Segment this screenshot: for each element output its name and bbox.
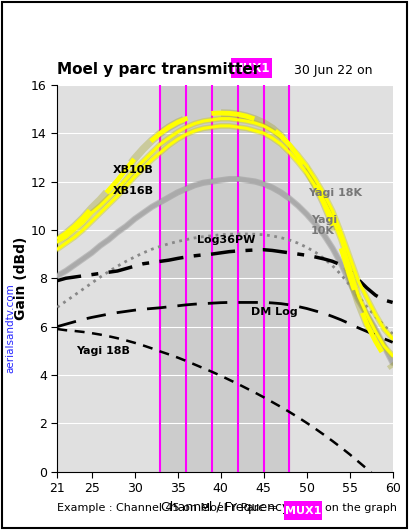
FancyBboxPatch shape [227, 57, 276, 80]
X-axis label: Channel / Frequency: Channel / Frequency [161, 501, 289, 514]
Text: XB16B: XB16B [113, 186, 154, 196]
Text: MUX1: MUX1 [285, 506, 321, 516]
Text: on the graph: on the graph [325, 503, 397, 513]
Text: Yagi
10K: Yagi 10K [311, 215, 337, 235]
Text: MUX1: MUX1 [232, 62, 271, 75]
Y-axis label: Gain (dBd): Gain (dBd) [14, 236, 28, 320]
Text: aerialsandtv.com: aerialsandtv.com [5, 284, 15, 374]
Text: Moel y parc transmitter: Moel y parc transmitter [57, 62, 261, 77]
Text: Log36PW: Log36PW [197, 235, 255, 245]
Text: Yagi 18K: Yagi 18K [308, 188, 362, 198]
Text: Example : Channel 45 on Moel Y Parc =: Example : Channel 45 on Moel Y Parc = [57, 503, 277, 513]
Text: Yagi 18B: Yagi 18B [76, 347, 130, 356]
Text: 30 Jun 22 on: 30 Jun 22 on [294, 64, 373, 77]
FancyBboxPatch shape [281, 500, 326, 522]
Bar [160, 85, 290, 472]
Text: DM Log: DM Log [251, 306, 297, 316]
Text: XB10B: XB10B [113, 165, 154, 175]
